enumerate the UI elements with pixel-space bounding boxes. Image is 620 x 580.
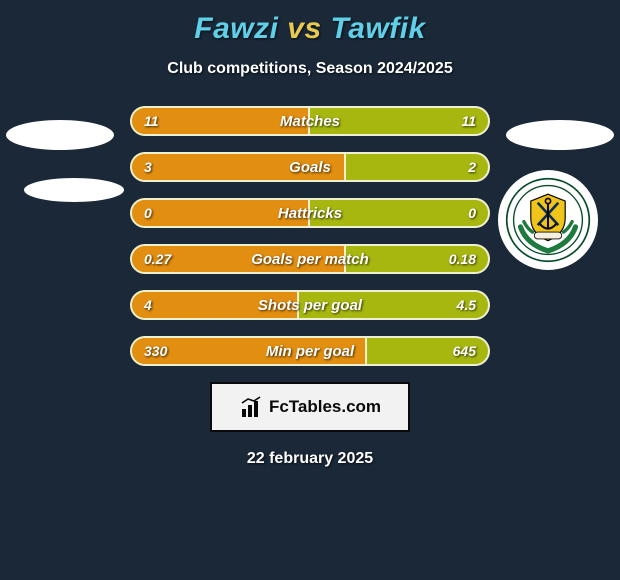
vs-text: vs — [287, 12, 321, 45]
date-text: 22 february 2025 — [0, 450, 620, 468]
player2-name: Tawfik — [331, 12, 426, 45]
shield-icon — [505, 177, 591, 263]
stat-right-value: 645 — [453, 338, 476, 364]
stat-bar-row: 330645Min per goal — [130, 336, 490, 366]
subtitle: Club competitions, Season 2024/2025 — [0, 60, 620, 78]
stat-left-value: 0.27 — [144, 246, 171, 272]
stat-bar-fill — [132, 200, 310, 226]
stat-bar-fill — [132, 292, 299, 318]
player1-photo-placeholder — [6, 120, 114, 150]
stat-left-value: 330 — [144, 338, 167, 364]
player2-photo-placeholder — [506, 120, 614, 150]
player2-club-badge — [498, 170, 598, 270]
stat-right-value: 0 — [468, 200, 476, 226]
bar-chart-icon — [239, 395, 265, 419]
stat-right-value: 0.18 — [449, 246, 476, 272]
stat-right-value: 11 — [461, 108, 476, 134]
stat-left-value: 3 — [144, 154, 152, 180]
stat-left-value: 0 — [144, 200, 152, 226]
branding-box: FcTables.com — [210, 382, 410, 432]
stat-bar-row: 32Goals — [130, 152, 490, 182]
comparison-title: Fawzi vs Tawfik — [0, 0, 620, 46]
stat-bar-fill — [132, 154, 346, 180]
stat-bars: 1111Matches32Goals00Hattricks0.270.18Goa… — [130, 106, 490, 366]
stat-right-value: 2 — [468, 154, 476, 180]
stat-bar-row: 0.270.18Goals per match — [130, 244, 490, 274]
player1-name: Fawzi — [194, 12, 278, 45]
player1-club-logo-placeholder — [24, 178, 124, 202]
stat-right-value: 4.5 — [457, 292, 476, 318]
stat-bar-row: 1111Matches — [130, 106, 490, 136]
branding-text: FcTables.com — [269, 397, 381, 417]
stat-bar-row: 00Hattricks — [130, 198, 490, 228]
stat-left-value: 4 — [144, 292, 152, 318]
stat-left-value: 11 — [144, 108, 159, 134]
stat-bar-row: 44.5Shots per goal — [130, 290, 490, 320]
